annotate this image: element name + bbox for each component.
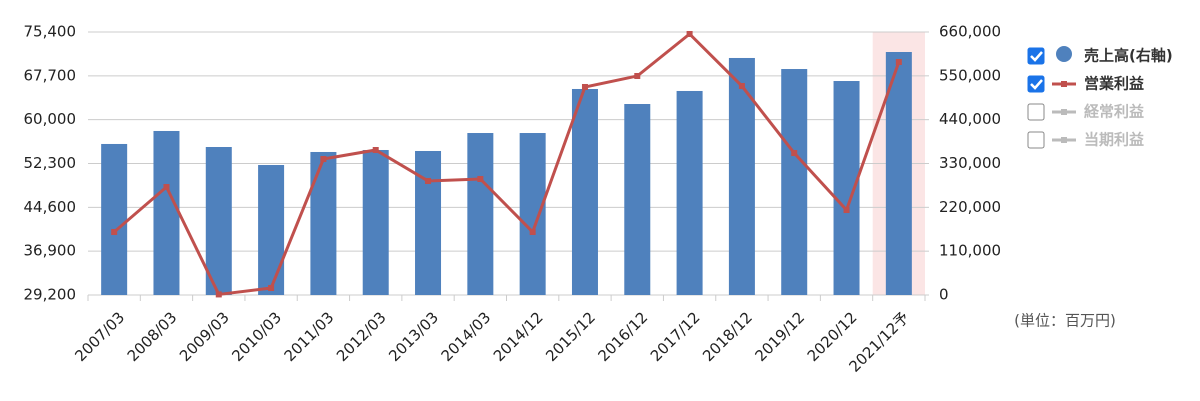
line-marker (163, 184, 170, 191)
bar (781, 69, 808, 295)
x-tick-label: 2007/03 (71, 308, 128, 365)
bar (310, 151, 337, 295)
line-marker (634, 73, 641, 80)
x-tick-label: 2010/03 (228, 308, 285, 365)
x-tick-label: 2013/03 (385, 308, 442, 365)
line-marker (791, 150, 798, 157)
legend-label[interactable]: 売上高(右軸) (1084, 47, 1173, 65)
line-marker (581, 83, 588, 90)
y-tick-label: 36,900 (24, 242, 77, 260)
y2-tick-label: 0 (939, 286, 949, 304)
legend-icon (1061, 137, 1067, 143)
legend-label[interactable]: 経常利益 (1084, 103, 1144, 121)
y2-tick-label: 440,000 (939, 110, 1001, 128)
legend-label[interactable]: 当期利益 (1084, 131, 1144, 149)
x-tick-label: 2018/12 (699, 308, 756, 365)
y-tick-label: 67,700 (24, 66, 77, 84)
line (113, 31, 901, 297)
bar (467, 133, 494, 295)
y-tick-label: 75,400 (24, 23, 77, 41)
legend-icon (1061, 81, 1067, 87)
line-marker (425, 177, 432, 184)
x-tick-label: 2011/03 (281, 308, 338, 365)
bar (885, 52, 912, 296)
bar (205, 147, 232, 295)
y2-tick-label: 220,000 (939, 198, 1001, 216)
bar (624, 104, 651, 295)
y2-tick-label: 110,000 (939, 242, 1001, 260)
y2-tick-label: 330,000 (939, 154, 1001, 172)
legend-icon (1056, 46, 1072, 62)
legend-checkbox[interactable] (1027, 103, 1045, 121)
line-marker (895, 59, 902, 66)
y2-tick-label: 550,000 (939, 66, 1001, 84)
x-tick-label: 2016/12 (594, 308, 651, 365)
bar (101, 143, 128, 295)
x-tick-label: 2014/12 (490, 308, 547, 365)
line-marker (215, 291, 222, 298)
legend-icon (1061, 109, 1067, 115)
line-marker (268, 284, 275, 291)
line-marker (738, 83, 745, 90)
legend-checkbox[interactable] (1027, 47, 1045, 65)
bar (519, 133, 546, 295)
x-tick-label: 2019/12 (751, 308, 808, 365)
x-tick-label: 2015/12 (542, 308, 599, 365)
legend-check (1030, 79, 1043, 90)
y2-tick-label: 660,000 (939, 23, 1001, 41)
line-marker (372, 147, 379, 154)
y-tick-label: 44,600 (24, 198, 77, 216)
line-marker (320, 156, 327, 163)
line-marker (477, 175, 484, 182)
y-tick-label: 52,300 (24, 154, 77, 172)
bar (362, 149, 389, 295)
bar (415, 150, 442, 295)
legend-label[interactable]: 営業利益 (1084, 75, 1144, 93)
bar (571, 88, 598, 295)
bar (258, 165, 285, 295)
bar (153, 130, 180, 295)
x-tick-label: 2014/03 (438, 308, 495, 365)
y-tick-label: 29,200 (24, 286, 77, 304)
bar (676, 90, 703, 295)
legend-checkbox[interactable] (1027, 75, 1045, 93)
x-tick-label: 2017/12 (647, 308, 704, 365)
line-marker (843, 207, 850, 214)
bar (728, 57, 755, 295)
line-marker (529, 228, 536, 235)
legend-check (1030, 51, 1043, 62)
y-tick-label: 60,000 (24, 110, 77, 128)
legend-checkbox[interactable] (1027, 131, 1045, 149)
line-marker (111, 228, 118, 235)
x-tick-label: 2009/03 (176, 308, 233, 365)
line-marker (686, 30, 693, 37)
unit-note: (単位：百万円) (1014, 312, 1116, 330)
x-tick-label: 2012/03 (333, 308, 390, 365)
x-tick-label: 2008/03 (124, 308, 181, 365)
